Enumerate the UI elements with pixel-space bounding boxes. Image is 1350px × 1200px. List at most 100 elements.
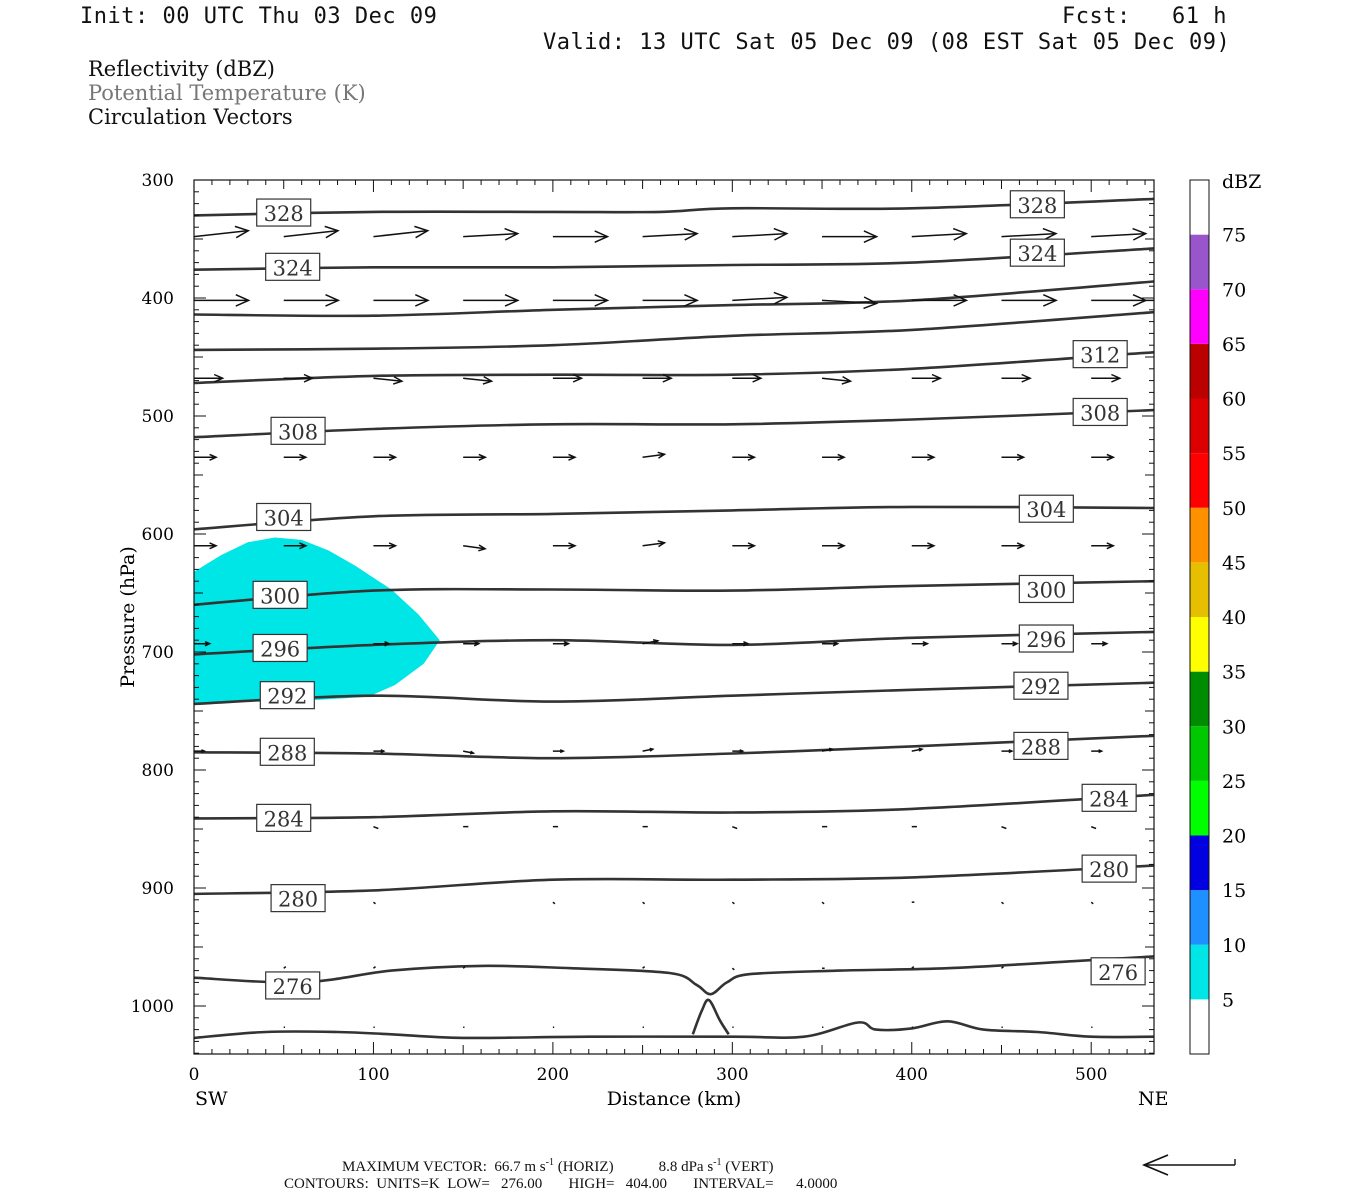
- vector-arrow: [1001, 641, 1019, 647]
- vector-shaft: [1001, 825, 1007, 830]
- vector-arrow: [1001, 542, 1026, 550]
- contour-label-308: 308: [270, 416, 326, 445]
- vector-head: [683, 227, 699, 241]
- contour-label-box: [256, 502, 312, 532]
- vector-head: [931, 373, 943, 383]
- vector-shaft: [642, 901, 646, 905]
- vector-arrow: [552, 230, 610, 243]
- contour-label-box: [1018, 494, 1074, 523]
- vector-arrow: [1091, 749, 1104, 754]
- vector-arrow: [373, 375, 404, 385]
- contour-label-text: 300: [260, 584, 300, 608]
- forecast-hour: Fcst: 61 h: [1062, 4, 1227, 29]
- vector-head: [837, 542, 846, 550]
- colorbar-band-75: [1190, 180, 1209, 235]
- theta-contour-unlabeled-3: [194, 310, 1154, 352]
- reference-vector-arrow: [1141, 1154, 1236, 1176]
- vector-head: [1042, 294, 1058, 307]
- colorbar: 5 10 15 20 25 30 35 40 45 50 55 60 65 70 75: [1189, 179, 1246, 1055]
- field-vectors: Circulation Vectors: [88, 105, 293, 129]
- contour-label-box: [259, 737, 315, 766]
- valid-time: Valid: 13 UTC Sat 05 Dec 09 (08 EST Sat …: [543, 30, 1231, 55]
- vector-arrow: [1091, 453, 1116, 461]
- vector-shaft: [194, 229, 249, 238]
- colorbar-label: 40: [1222, 607, 1246, 629]
- contour-label-328: 328: [1009, 190, 1065, 219]
- vector-shaft: [373, 229, 428, 238]
- colorbar-band-0: [1190, 999, 1209, 1054]
- reflectivity-shading: [194, 537, 440, 704]
- vector-shaft: [731, 901, 735, 905]
- vector-head: [478, 544, 487, 552]
- vector-arrow: [463, 227, 520, 241]
- vector-head: [1106, 453, 1116, 461]
- vector-shaft: [372, 966, 376, 969]
- colorbar-band-25: [1190, 726, 1209, 781]
- y-tick-label: 1000: [131, 997, 174, 1017]
- vector-arrow: [732, 453, 757, 461]
- vector-arrow: [822, 542, 846, 550]
- vector-arrow: [552, 294, 610, 307]
- contour-label-text: 288: [267, 741, 307, 765]
- contour-label-box: [259, 681, 315, 710]
- vector-arrow: [463, 375, 494, 385]
- contour-label-300: 300: [252, 580, 308, 609]
- vector-head: [325, 294, 341, 307]
- vector-head: [572, 373, 584, 383]
- vector-arrow: [463, 750, 476, 755]
- colorbar-label: 75: [1222, 225, 1246, 247]
- vector-arrow: [283, 373, 315, 383]
- contour-label-text: 280: [278, 888, 318, 912]
- x-tick-label: 100: [357, 1065, 389, 1085]
- vector-head: [773, 291, 789, 305]
- vector-shaft: [1090, 825, 1097, 830]
- vector-head: [952, 227, 969, 241]
- vector-arrow: [552, 641, 571, 647]
- vector-head: [863, 230, 879, 243]
- vector-shaft: [911, 966, 915, 969]
- x-tick-label: 500: [1075, 1065, 1107, 1085]
- vector-arrow: [1001, 294, 1058, 307]
- vector-arrow: [552, 901, 556, 905]
- vector-shaft: [283, 229, 339, 238]
- vector-arrow: [1091, 373, 1122, 383]
- vector-head: [380, 749, 386, 754]
- vector-shaft: [732, 825, 738, 830]
- vector-arrow: [1001, 373, 1032, 383]
- contour-label-box: [252, 580, 308, 609]
- vector-head: [1016, 453, 1026, 461]
- contour-label-304: 304: [1018, 494, 1074, 523]
- vector-arrow: [1001, 749, 1014, 754]
- contour-label-text: 300: [1026, 578, 1066, 602]
- colorbar-band-45: [1190, 507, 1209, 563]
- x-end-label-ne: NE: [1138, 1088, 1169, 1110]
- x-tick-label: 400: [896, 1065, 928, 1085]
- contour-label-280: 280: [1081, 854, 1137, 883]
- max-vector-line: MAXIMUM VECTOR: 66.7 m s-1 (HORIZ) 8.8 d…: [342, 1157, 774, 1176]
- theta-contour-300: [194, 579, 1154, 607]
- vector-arrow: [372, 966, 376, 969]
- vector-arrow: [822, 230, 879, 243]
- contour-label-box: [270, 416, 326, 445]
- vector-head: [662, 373, 674, 383]
- contour-label-text: 308: [278, 420, 318, 444]
- vector-head: [234, 225, 251, 239]
- colorbar-band-20: [1190, 780, 1209, 836]
- vector-shaft: [642, 232, 698, 238]
- vector-head: [563, 641, 571, 647]
- vector-head: [1111, 373, 1122, 383]
- vector-head: [649, 747, 655, 752]
- vector-head: [469, 750, 476, 755]
- theta-contour-284: [194, 793, 1154, 820]
- vector-arrow: [732, 227, 789, 241]
- vector-arrow: [373, 453, 398, 461]
- colorbar-label: 50: [1222, 498, 1246, 520]
- reflectivity-5dbz-area: [194, 537, 440, 704]
- vector-head: [299, 453, 308, 461]
- vector-shaft: [642, 542, 665, 547]
- colorbar-label: 25: [1222, 771, 1246, 793]
- theta-contour-324: [194, 247, 1154, 271]
- vector-head: [504, 227, 520, 241]
- vector-arrow: [642, 901, 646, 905]
- theta-contours: [194, 197, 1154, 1040]
